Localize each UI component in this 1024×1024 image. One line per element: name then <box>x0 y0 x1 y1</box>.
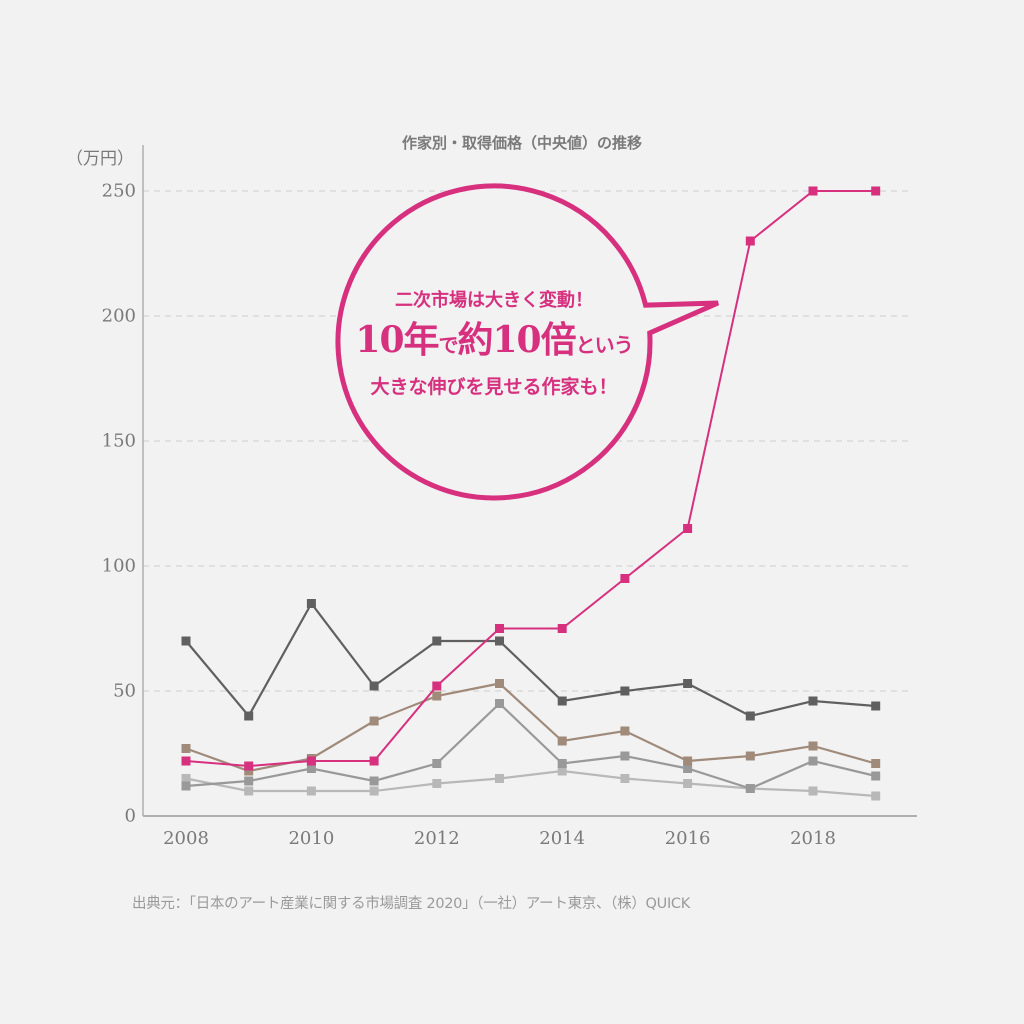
data-point-marker <box>683 764 693 773</box>
annotation-10x: 約10倍 <box>457 319 577 361</box>
data-point-marker <box>306 764 316 773</box>
data-point-marker <box>557 736 567 746</box>
series-line <box>181 186 881 771</box>
x-tick-label: 2008 <box>163 828 209 849</box>
data-point-marker <box>745 711 755 721</box>
annotation-de: で <box>438 333 459 357</box>
series-path <box>185 701 876 790</box>
data-point-marker <box>683 524 693 533</box>
data-point-marker <box>369 776 379 786</box>
data-point-marker <box>181 636 191 646</box>
data-point-marker <box>495 636 504 646</box>
data-point-marker <box>432 691 442 701</box>
y-axis-unit-label: （万円） <box>66 149 134 169</box>
data-point-marker <box>871 759 881 768</box>
data-point-marker <box>620 686 630 696</box>
annotation-10-years: 10年 <box>355 319 439 361</box>
data-point-marker <box>745 784 755 793</box>
x-tick-label: 2014 <box>539 828 586 849</box>
y-tick-label: 100 <box>101 555 136 577</box>
data-point-marker <box>683 756 693 766</box>
data-point-marker <box>244 786 254 796</box>
x-tick-label: 2012 <box>413 828 460 849</box>
y-tick-label: 0 <box>124 805 136 827</box>
data-point-marker <box>808 756 818 766</box>
data-series <box>181 186 881 801</box>
data-point-marker <box>369 756 379 766</box>
y-tick-label: 50 <box>113 680 136 702</box>
data-point-marker <box>495 679 504 688</box>
x-tick-label: 2018 <box>790 828 836 849</box>
speech-bubble <box>335 183 720 501</box>
data-point-marker <box>808 786 818 796</box>
chart-title: 作家別・取得価格（中央値）の推移 <box>401 134 642 152</box>
annotation-toiu: という <box>575 333 634 357</box>
series-line <box>181 699 881 793</box>
data-point-marker <box>620 774 630 783</box>
data-point-marker <box>871 701 881 711</box>
data-point-marker <box>557 766 567 776</box>
speech-bubble-outline <box>335 183 720 501</box>
data-point-marker <box>871 186 881 196</box>
data-point-marker <box>244 766 254 776</box>
data-point-marker <box>306 599 316 608</box>
data-point-marker <box>244 711 254 721</box>
data-point-marker <box>306 786 316 796</box>
x-tick-label: 2016 <box>664 828 711 849</box>
data-point-marker <box>620 751 630 761</box>
y-tick-label: 200 <box>101 305 136 327</box>
series-line <box>181 679 881 776</box>
data-point-marker <box>557 624 567 633</box>
data-point-marker <box>432 636 442 646</box>
annotation-line-3: 大きな伸びを見せる作家も！ <box>370 376 618 398</box>
data-point-marker <box>181 744 191 753</box>
series-path <box>185 601 876 718</box>
data-point-marker <box>620 574 630 583</box>
data-point-marker <box>495 624 504 633</box>
data-point-marker <box>369 716 379 726</box>
axes <box>142 145 917 817</box>
data-point-marker <box>369 681 379 691</box>
data-point-marker <box>181 756 191 766</box>
series-line <box>181 599 881 721</box>
data-point-marker <box>244 761 254 771</box>
y-tick-label: 250 <box>101 180 136 202</box>
data-point-marker <box>808 186 818 196</box>
data-point-marker <box>495 699 504 708</box>
annotation-line-1: 二次市場は大きく変動！ <box>395 290 593 311</box>
data-point-marker <box>432 681 442 691</box>
series-path <box>185 190 876 768</box>
data-point-marker <box>181 781 191 791</box>
y-tick-label: 150 <box>101 430 136 452</box>
annotation-line-2: 10年で約10倍という <box>336 320 652 365</box>
data-point-marker <box>432 779 442 788</box>
data-point-marker <box>683 679 693 688</box>
data-point-marker <box>745 751 755 761</box>
data-point-marker <box>871 771 881 781</box>
data-point-marker <box>306 756 316 766</box>
series-line <box>181 766 881 801</box>
data-point-marker <box>495 774 504 783</box>
data-point-marker <box>745 236 755 246</box>
series-path <box>185 682 876 773</box>
data-point-marker <box>244 776 254 786</box>
data-point-marker <box>683 779 693 788</box>
data-point-marker <box>557 759 567 768</box>
data-point-marker <box>181 774 191 783</box>
data-point-marker <box>871 791 881 801</box>
data-point-marker <box>557 696 567 706</box>
data-point-marker <box>620 726 630 736</box>
series-path <box>185 769 876 798</box>
x-tick-label: 2010 <box>288 828 335 849</box>
data-point-marker <box>369 786 379 796</box>
data-point-marker <box>808 696 818 706</box>
data-point-marker <box>808 741 818 751</box>
grid-lines <box>143 190 912 692</box>
source-citation: 出典元：「日本のアート産業に関する市場調査 2020」（一社）アート東京、（株）… <box>132 896 690 912</box>
data-point-marker <box>432 759 442 768</box>
